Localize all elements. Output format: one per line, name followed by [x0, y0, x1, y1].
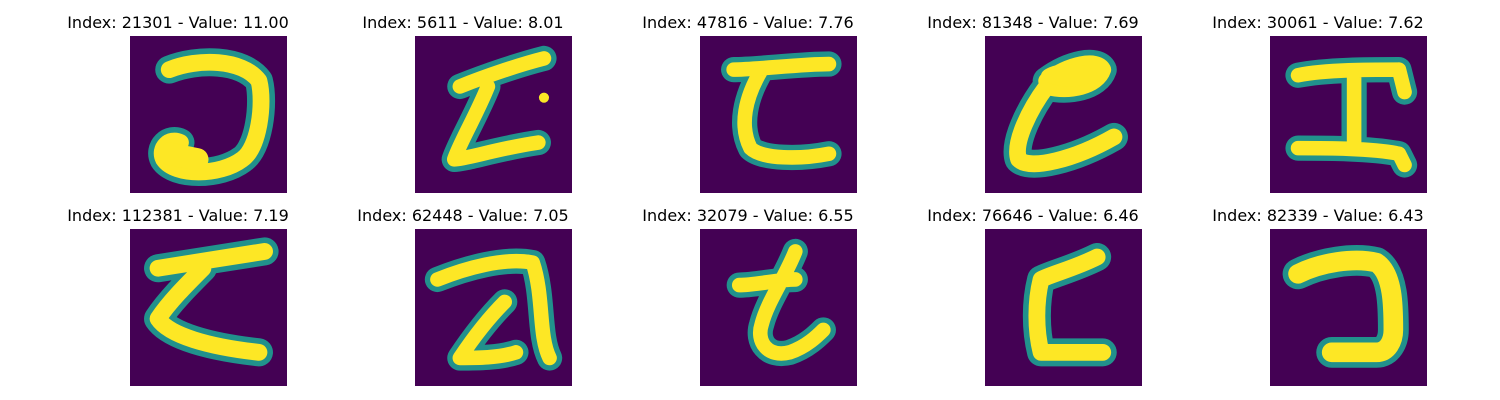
glyph-image — [985, 36, 1142, 193]
panel: Index: 62448 - Value: 7.05 — [313, 193, 613, 386]
glyph-image — [985, 229, 1142, 386]
panel: Index: 30061 - Value: 7.62 — [1168, 0, 1468, 193]
panel: Index: 5611 - Value: 8.01 — [313, 0, 613, 193]
glyph-image — [130, 36, 287, 193]
panel: Index: 47816 - Value: 7.76 — [598, 0, 898, 193]
panel-title: Index: 32079 - Value: 6.55 — [642, 206, 854, 225]
panel-title: Index: 81348 - Value: 7.69 — [927, 13, 1139, 32]
panel: Index: 81348 - Value: 7.69 — [883, 0, 1183, 193]
panel-title: Index: 76646 - Value: 6.46 — [927, 206, 1139, 225]
panel: Index: 112381 - Value: 7.19 — [28, 193, 328, 386]
panel: Index: 76646 - Value: 6.46 — [883, 193, 1183, 386]
panel-title: Index: 47816 - Value: 7.76 — [642, 13, 854, 32]
glyph-image — [1270, 36, 1427, 193]
panel: Index: 82339 - Value: 6.43 — [1168, 193, 1468, 386]
glyph-image — [415, 229, 572, 386]
panel-title: Index: 62448 - Value: 7.05 — [357, 206, 569, 225]
panel: Index: 32079 - Value: 6.55 — [598, 193, 898, 386]
glyph-image — [700, 36, 857, 193]
panel-title: Index: 82339 - Value: 6.43 — [1212, 206, 1424, 225]
glyph-image — [700, 229, 857, 386]
panel-title: Index: 30061 - Value: 7.62 — [1212, 13, 1424, 32]
glyph-image — [130, 229, 287, 386]
panel-title: Index: 21301 - Value: 11.00 — [67, 13, 289, 32]
panel-title: Index: 5611 - Value: 8.01 — [362, 13, 564, 32]
panel-title: Index: 112381 - Value: 7.19 — [67, 206, 289, 225]
glyph-image — [415, 36, 572, 193]
panel: Index: 21301 - Value: 11.00 — [28, 0, 328, 193]
glyph-image — [1270, 229, 1427, 386]
